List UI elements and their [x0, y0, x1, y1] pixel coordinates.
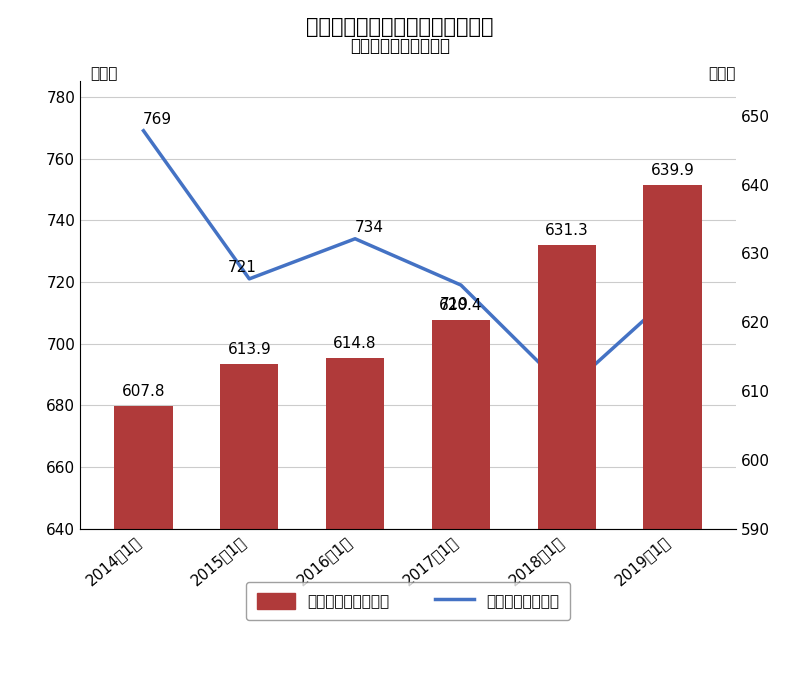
Text: 613.9: 613.9 — [227, 342, 271, 357]
Text: 721: 721 — [228, 260, 257, 275]
Bar — [220, 364, 278, 678]
Text: コンビニの来店客数と平均客単価: コンビニの来店客数と平均客単価 — [306, 17, 494, 37]
Text: 614.8: 614.8 — [334, 336, 377, 351]
Text: 685: 685 — [546, 402, 574, 417]
Text: 734: 734 — [354, 220, 383, 235]
Text: 716: 716 — [642, 276, 670, 291]
Bar — [538, 245, 596, 678]
Bar — [114, 406, 173, 678]
Bar — [643, 185, 702, 678]
Text: 719: 719 — [439, 297, 469, 312]
Text: （一店舗一日当たり）: （一店舗一日当たり） — [350, 37, 450, 56]
Text: 639.9: 639.9 — [650, 163, 694, 178]
Text: 769: 769 — [143, 112, 172, 127]
Text: 607.8: 607.8 — [122, 384, 166, 399]
Text: （円）: （円） — [709, 66, 736, 81]
Text: 631.3: 631.3 — [545, 222, 589, 237]
Text: （人）: （人） — [90, 66, 118, 81]
Text: 620.4: 620.4 — [439, 298, 482, 313]
Legend: 平均客単価（左軸）, 来店客数（左軸）: 平均客単価（左軸）, 来店客数（左軸） — [246, 582, 570, 620]
Bar — [432, 319, 490, 678]
Bar — [326, 358, 384, 678]
